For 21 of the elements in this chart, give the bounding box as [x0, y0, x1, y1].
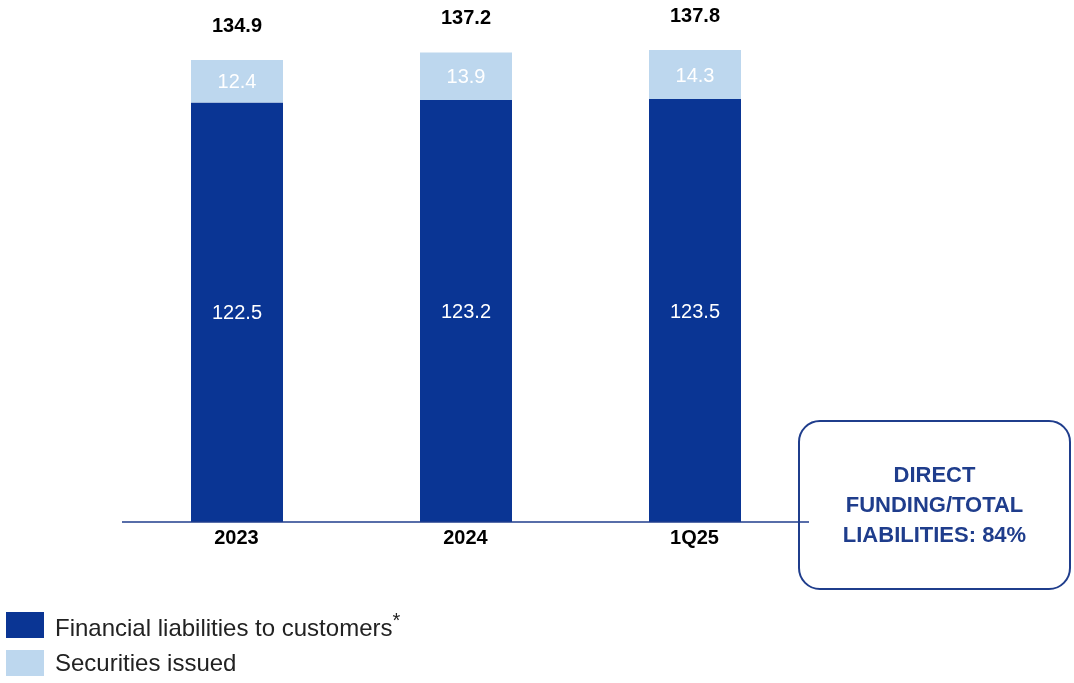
- x-tick-label: 2023: [214, 526, 259, 549]
- bar: [191, 102, 283, 522]
- data-label: 13.9: [446, 65, 486, 88]
- total-label: 134.9: [211, 13, 263, 36]
- x-tick-label: 1Q25: [670, 526, 719, 549]
- data-label: 122.5: [211, 301, 263, 324]
- data-label: 123.2: [440, 300, 492, 323]
- total-label: 137.8: [669, 4, 721, 26]
- data-label: 123.5: [669, 299, 721, 322]
- bar: [649, 50, 741, 99]
- legend-label: Financial liabilities to customers$^{*}$: [55, 608, 401, 642]
- text: DIRECT FUNDING/TOTAL LIABILITIES: 84%: [842, 462, 1027, 547]
- bar: [420, 100, 512, 522]
- bar: [420, 52, 512, 101]
- bar: [649, 98, 741, 522]
- x-tick-label: 2024: [443, 526, 489, 549]
- data-label: 12.4: [217, 70, 257, 93]
- legend-label: Securities issued: [55, 649, 237, 677]
- data-label: 14.3: [675, 63, 715, 86]
- bar: [191, 59, 283, 103]
- total-label: 137.2: [440, 6, 492, 29]
